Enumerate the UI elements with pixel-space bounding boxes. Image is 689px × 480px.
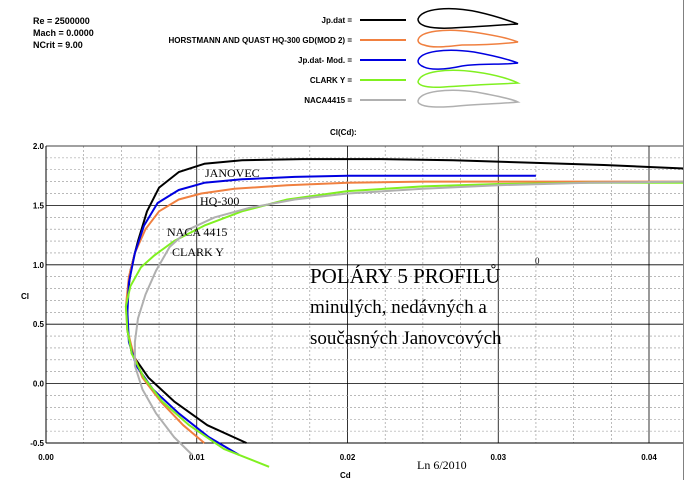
legend-label: Jp.dat = — [322, 16, 353, 25]
y-tick-label: 1.0 — [33, 261, 45, 270]
axes — [45, 146, 689, 444]
series-line — [133, 180, 687, 456]
window-edge — [683, 0, 689, 480]
airfoil-jp-icon — [417, 7, 519, 29]
annotation-hq300: HQ-300 — [200, 194, 239, 208]
legend-label: HORSTMANN AND QUAST HQ-300 GD(MOD 2) = — [169, 36, 353, 45]
airfoil-clark-y-icon — [417, 69, 521, 88]
tick-labels: 0.00 0.01 0.02 0.03 0.04 -0.5 0.0 0.5 1.0 1.5 2.0 — [30, 142, 657, 462]
x-tick-label: 0.03 — [490, 453, 506, 462]
airfoil-naca4415-icon — [417, 89, 521, 108]
x-tick-label: 0.02 — [340, 453, 356, 462]
y-tick-label: -0.5 — [30, 439, 44, 448]
chart-title: Cl(Cd): — [330, 128, 357, 137]
legend: Jp.dat = HORSTMANN AND QUAST HQ-300 GD(M… — [169, 7, 521, 108]
x-tick-label: 0.01 — [189, 453, 205, 462]
legend-entry-jp: Jp.dat = — [322, 7, 519, 29]
annotation-clark-y: CLARK Y — [172, 245, 224, 259]
legend-entry-naca4415: NACA4415 = — [304, 89, 521, 108]
series-line — [124, 181, 687, 468]
airfoil-hq300-icon — [417, 29, 519, 48]
mach-number: Mach = 0.0000 — [33, 28, 94, 38]
legend-entry-jp-mod: Jp.dat- Mod. = — [298, 49, 519, 70]
legend-label: NACA4415 = — [304, 96, 352, 105]
y-tick-label: 0.0 — [33, 380, 45, 389]
ncrit-value: NCrit = 9.00 — [33, 40, 83, 50]
x-tick-label: 0.04 — [641, 453, 657, 462]
annotation-subtitle-line2: současných Janovcových — [310, 328, 502, 349]
annotation-janovec: JANOVEC — [205, 166, 260, 180]
series-group — [124, 158, 687, 468]
x-tick-label: 0.00 — [38, 453, 54, 462]
legend-entry-clark-y: CLARK Y = — [310, 69, 521, 88]
annotation-main-title: POLÁRY 5 PROFILŮ — [310, 264, 501, 288]
annotation-naca4415: NACA 4415 — [167, 225, 227, 239]
legend-label: Jp.dat- Mod. = — [298, 56, 352, 65]
y-tick-label: 1.5 — [33, 201, 45, 210]
annotation-degree-mark: 0 — [535, 256, 540, 266]
y-axis-label: Cl — [21, 292, 29, 301]
series-line — [126, 158, 687, 444]
y-tick-label: 2.0 — [33, 142, 45, 151]
legend-label: CLARK Y = — [310, 76, 352, 85]
legend-entry-hq300: HORSTMANN AND QUAST HQ-300 GD(MOD 2) = — [169, 29, 519, 48]
annotation-subtitle-line1: minulých, nedávných a — [310, 297, 487, 318]
reynolds-number: Re = 2500000 — [33, 16, 90, 26]
annotation-signature: Ln 6/2010 — [417, 458, 467, 472]
x-axis-label: Cd — [340, 471, 351, 480]
airfoil-jp-mod-icon — [417, 49, 519, 70]
y-tick-label: 0.5 — [33, 320, 45, 329]
